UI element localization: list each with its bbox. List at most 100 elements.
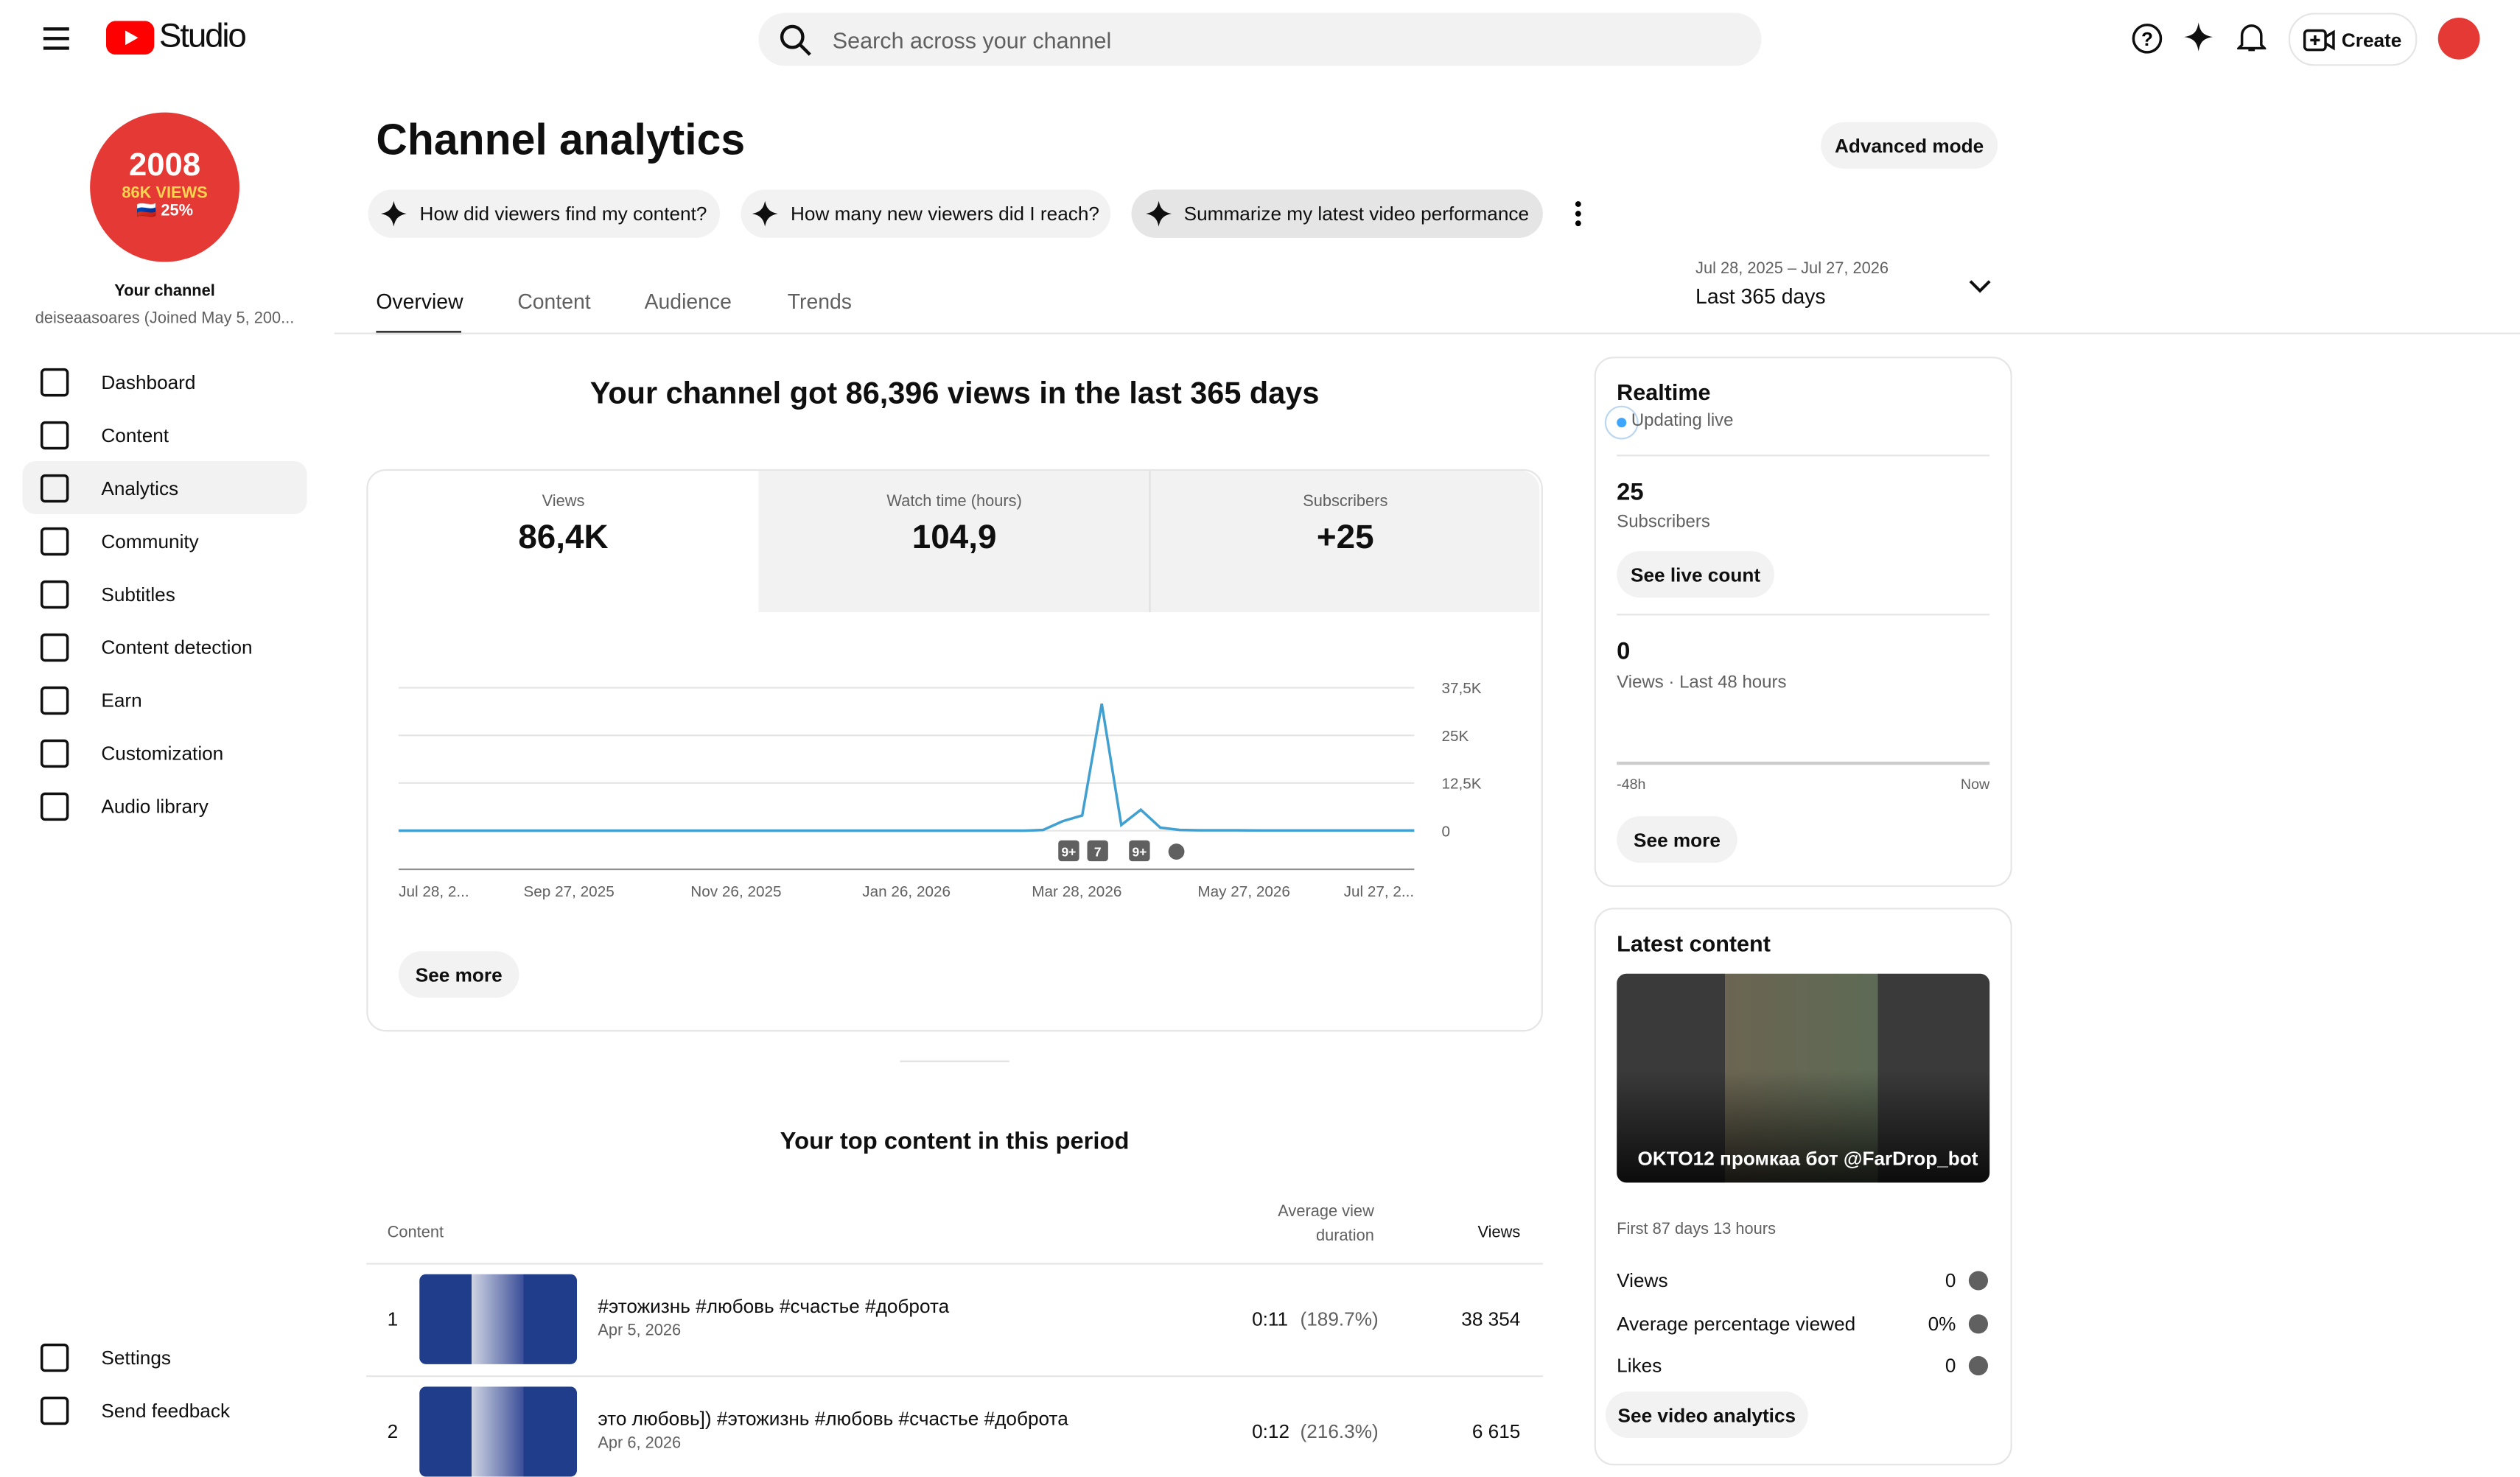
suggestion-chip[interactable]: How many new viewers did I reach? (741, 189, 1111, 238)
suggestion-chip[interactable]: How did viewers find my content? (368, 189, 721, 238)
icon-shape (40, 368, 69, 397)
nav-icon (40, 1343, 69, 1372)
icon-shape (40, 633, 69, 662)
y-tick-label: 37,5K (1441, 680, 1481, 697)
period[interactable]: Last 365 days (1695, 284, 1826, 309)
logo-icon[interactable] (105, 21, 155, 55)
nav-label: Earn (101, 689, 142, 712)
nav-item[interactable]: Content (23, 408, 307, 461)
chip-label: How did viewers find my content? (419, 202, 707, 225)
axis-label: -48h (1617, 776, 1646, 793)
see-live-count-button[interactable]: See live count (1617, 551, 1774, 598)
nav-item[interactable]: Analytics (22, 461, 307, 514)
views: 6 615 (1471, 1420, 1521, 1443)
icon-shape (40, 421, 69, 450)
search-box[interactable]: Search across your channel (758, 13, 1762, 66)
x-tick-label: May 27, 2026 (1197, 883, 1290, 900)
suggestion-chip[interactable]: Summarize my latest video performance (1131, 189, 1543, 238)
icon-shape (40, 1396, 69, 1425)
nav-label: Send feedback (101, 1399, 231, 1422)
channel-avatar[interactable]: 2008 86K VIEWS 🇷🇺 25% (90, 112, 239, 262)
avatar-text: 86K VIEWS (122, 184, 208, 203)
nav-icon (40, 1396, 69, 1425)
tab[interactable]: Overview (376, 289, 463, 314)
nav-label: Content (101, 424, 169, 447)
video-date: Apr 5, 2026 (598, 1322, 682, 1341)
axis-label: Now (1960, 776, 1990, 793)
stat-value: 0 (1945, 1269, 1956, 1292)
nav-item[interactable]: Dashboard (23, 355, 307, 408)
nav-item[interactable]: Customization (23, 726, 307, 779)
marker-badge (1087, 840, 1108, 862)
chip-label: How many new viewers did I reach? (790, 202, 1099, 225)
nav-item[interactable]: Send feedback (23, 1383, 307, 1436)
marker-badge (1058, 840, 1079, 862)
bell-icon[interactable] (2237, 21, 2267, 53)
nav-label: Customization (101, 742, 224, 765)
help-icon[interactable]: ? (2131, 23, 2163, 55)
dropdown-icon[interactable] (1969, 278, 1992, 294)
nav-label: Settings (101, 1346, 171, 1369)
more-icon[interactable] (1572, 199, 1584, 228)
nav-item[interactable]: Subtitles (23, 567, 307, 620)
nav-item[interactable]: Earn (23, 673, 307, 726)
see-more-button[interactable]: See more (1617, 816, 1737, 863)
divider (1617, 614, 1990, 616)
date-range[interactable]: Jul 28, 2025 – Jul 27, 2026 (1695, 260, 1889, 278)
avg-percent: (216.3%) (1300, 1420, 1379, 1443)
subscriber-count: 25 (1617, 478, 1644, 507)
stat-value: 0% (1928, 1311, 1956, 1335)
video-thumbnail[interactable] (419, 1274, 578, 1364)
live-dot (1604, 405, 1639, 440)
spark-shape (381, 200, 407, 227)
tab[interactable]: Audience (644, 289, 732, 314)
page-title: Channel analytics (376, 116, 746, 164)
account-avatar[interactable] (2437, 17, 2480, 60)
icon-shape (40, 686, 69, 715)
icon-shape (40, 580, 69, 609)
metric-tabs-bg (758, 471, 1540, 613)
trend-icon (1968, 1355, 1989, 1376)
see-video-analytics-button[interactable]: See video analytics (1605, 1391, 1808, 1439)
nav-label: Content detection (101, 636, 253, 659)
channel-label: Your channel (114, 282, 215, 301)
video-age: First 87 days 13 hours (1617, 1221, 1776, 1239)
spark-icon[interactable] (2184, 22, 2213, 52)
metric-value: +25 (1316, 519, 1374, 556)
icon-shape (40, 474, 69, 503)
nav-item[interactable]: Audio library (23, 779, 307, 832)
stat-label: Average percentage viewed (1617, 1311, 1856, 1335)
icon-shape (40, 527, 69, 556)
column-header: Views (1477, 1224, 1521, 1243)
marker-label: 7 (1094, 845, 1102, 860)
nav-icon (40, 580, 69, 609)
stat-label: Views (1617, 1269, 1668, 1292)
create-button[interactable]: Create (2288, 13, 2418, 66)
spark-icon (1145, 200, 1172, 227)
search-icon (780, 24, 811, 56)
rank: 1 (387, 1308, 399, 1331)
tab[interactable]: Trends (787, 289, 852, 314)
views: 38 354 (1461, 1308, 1521, 1331)
video-thumbnail[interactable]: OKTO12 промкаа бот @FarDrop_bot (1617, 973, 1990, 1183)
menu-icon[interactable] (42, 26, 71, 52)
video-thumbnail[interactable] (419, 1386, 578, 1477)
nav-item[interactable]: Content detection (23, 620, 307, 673)
tab[interactable]: Content (517, 289, 591, 314)
logo[interactable]: Studio (158, 17, 247, 55)
nav-item[interactable]: Settings (23, 1330, 307, 1383)
see-more-button[interactable]: See more (398, 951, 519, 998)
y-tick-label: 25K (1441, 728, 1469, 745)
row-divider (366, 1375, 1543, 1378)
nav-label: Audio library (101, 795, 209, 818)
nav-item[interactable]: Community (23, 514, 307, 567)
top-content-title: Your top content in this period (780, 1128, 1130, 1156)
marker-label: 9+ (1132, 845, 1147, 860)
nav-label: Dashboard (101, 371, 196, 394)
metric-label: Subscribers (1303, 493, 1388, 511)
trend-icon (1968, 1313, 1989, 1333)
svg-text:?: ? (2141, 28, 2153, 50)
advanced-mode-button[interactable]: Advanced mode (1821, 122, 1998, 169)
icon-shape (40, 739, 69, 768)
divider (1149, 471, 1151, 613)
